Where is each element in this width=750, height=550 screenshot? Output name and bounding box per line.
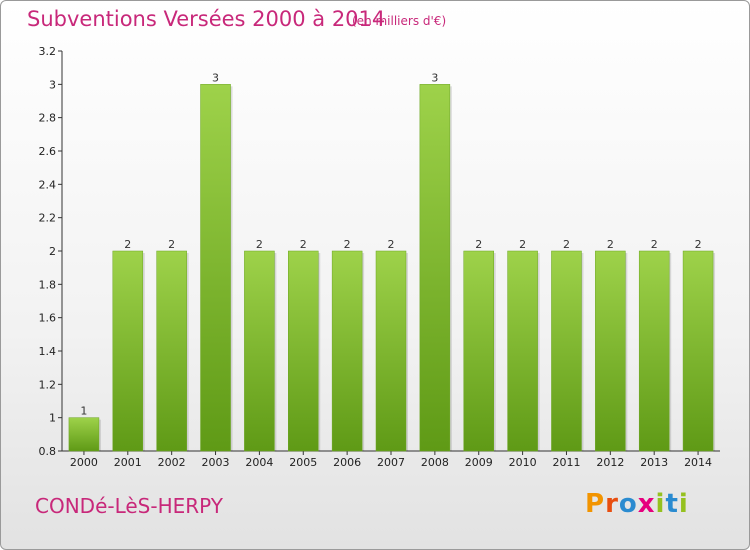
data-label: 2: [475, 238, 482, 251]
data-label: 2: [388, 238, 395, 251]
logo-letter: P: [585, 489, 606, 519]
bar: [112, 250, 144, 452]
chart-unit: (en milliers d'€): [352, 14, 447, 28]
chart-title: Subventions Versées 2000 à 2014: [27, 7, 386, 31]
x-tick-label: 2006: [333, 456, 361, 469]
bar: [331, 250, 363, 452]
data-label: 2: [563, 238, 570, 251]
bar: [638, 250, 670, 452]
data-label: 2: [695, 238, 702, 251]
y-tick-label: 2.4: [39, 178, 57, 191]
data-label: 2: [651, 238, 658, 251]
x-tick-label: 2005: [289, 456, 317, 469]
data-label: 2: [300, 238, 307, 251]
bar: [244, 250, 275, 452]
y-tick-label: 3: [49, 78, 56, 91]
y-tick-label: 2.2: [39, 212, 57, 225]
y-tick-label: 2.6: [39, 145, 57, 158]
x-tick-label: 2003: [202, 456, 230, 469]
logo-letter: r: [605, 489, 619, 519]
bar: [156, 250, 187, 452]
x-tick-label: 2012: [596, 456, 624, 469]
logo-letter: i: [678, 489, 689, 519]
logo-letter: i: [655, 489, 666, 519]
x-tick-label: 2002: [158, 456, 186, 469]
data-label: 3: [431, 71, 438, 84]
chart-axes: 0.8 1 1.2 1.4 1.6 1.8 2 2.2 2.4 2.6 2.8 3 3.2 2000 200…: [39, 45, 720, 469]
x-tick-label: 2010: [509, 456, 537, 469]
bar: [507, 250, 538, 452]
y-tick-label: 1: [49, 412, 56, 425]
x-tick-label: 2004: [245, 456, 273, 469]
y-tick-label: 0.8: [39, 445, 57, 458]
bar: [463, 250, 494, 452]
x-tick-label: 2009: [465, 456, 493, 469]
bar: [68, 417, 100, 452]
y-tick-label: 2.8: [39, 112, 57, 125]
bar: [551, 250, 582, 452]
bar: [682, 250, 714, 452]
bar: [288, 250, 319, 452]
logo-letter: o: [618, 489, 638, 519]
logo-letter: x: [637, 489, 656, 519]
x-tick-label: 2007: [377, 456, 405, 469]
y-tick-label: 2: [49, 245, 56, 258]
bar: [419, 84, 451, 452]
data-label: 1: [80, 405, 87, 418]
data-label: 3: [212, 71, 219, 84]
data-label: 2: [344, 238, 351, 251]
commune-name: CONDé-LèS-HERPY: [35, 494, 224, 518]
data-label: 2: [607, 238, 614, 251]
y-tick-label: 1.8: [39, 278, 57, 291]
data-label: 2: [519, 238, 526, 251]
x-tick-label: 2000: [70, 456, 98, 469]
x-tick-label: 2011: [552, 456, 580, 469]
logo-letter: t: [665, 489, 679, 519]
y-tick-label: 1.4: [39, 345, 57, 358]
bar: [200, 84, 231, 452]
y-tick-label: 1.2: [39, 378, 57, 391]
y-tick-label: 3.2: [39, 45, 57, 58]
x-tick-label: 2008: [421, 456, 449, 469]
x-tick-label: 2001: [114, 456, 142, 469]
bar: [595, 250, 626, 452]
x-tick-label: 2013: [640, 456, 668, 469]
chart-bars: 1 2 2 3 2 2 2 2 3 2 2 2 2 2 2: [68, 71, 716, 452]
proxiti-logo: Proxiti: [585, 489, 689, 519]
bar: [375, 250, 407, 452]
y-tick-label: 1.6: [39, 312, 57, 325]
x-tick-label: 2014: [684, 456, 712, 469]
data-label: 2: [256, 238, 263, 251]
data-label: 2: [168, 238, 175, 251]
data-label: 2: [124, 238, 131, 251]
